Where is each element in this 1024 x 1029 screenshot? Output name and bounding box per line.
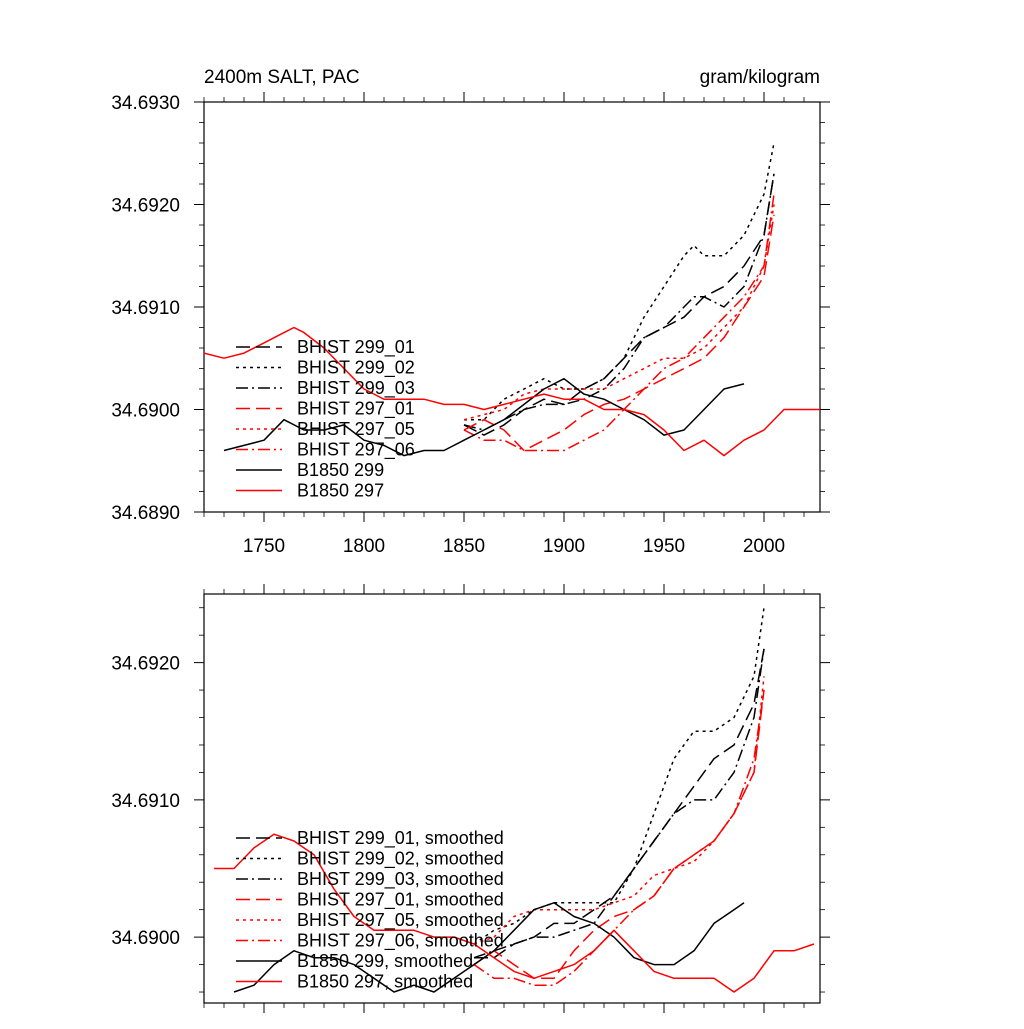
series-line-bhist-299-01 bbox=[463, 173, 775, 436]
y-tick-label: 34.6890 bbox=[111, 503, 180, 524]
series-line-bhist-299-02 bbox=[464, 142, 775, 421]
plot-frame bbox=[203, 593, 821, 1004]
series-line-b1850-297 bbox=[203, 326, 820, 457]
legend-entry-label: BHIST 297_05 bbox=[297, 419, 415, 440]
y-tick-label: 34.6900 bbox=[111, 401, 180, 422]
legend-entry-label: B1850 299 bbox=[297, 460, 384, 480]
y-tick-label: 34.6920 bbox=[111, 196, 180, 217]
legend-entry-label: B1850 297, smoothed bbox=[297, 972, 473, 992]
legend-entry-label: BHIST 297_05, smoothed bbox=[297, 910, 504, 931]
bottom-panel: 34.6900 34.6910 34.6920 BHIST 299_01, smoot… bbox=[111, 584, 830, 1013]
legend-entry-label: BHIST 299_02, smoothed bbox=[297, 849, 504, 870]
series-line-bhist-297-06-smoothed bbox=[473, 689, 765, 986]
series-line-bhist-297-05-smoothed bbox=[473, 676, 765, 945]
legend-entry-label: BHIST 299_01 bbox=[297, 337, 415, 358]
legend-entry-label: BHIST 299_02 bbox=[297, 358, 415, 379]
legend-entry-label: BHIST 297_06, smoothed bbox=[297, 931, 504, 952]
x-tick-label: 1800 bbox=[343, 536, 385, 557]
y-tick-label: 34.6920 bbox=[111, 654, 180, 675]
series-line-b1850-299 bbox=[223, 377, 745, 457]
legend-entry-label: B1850 299, smoothed bbox=[297, 951, 473, 971]
series-line-b1850-299-smoothed bbox=[233, 902, 745, 993]
y-tick-label: 34.6900 bbox=[111, 928, 180, 949]
chart-title: 2400m SALT, PAC bbox=[204, 67, 360, 88]
series-line-b1850-297-smoothed bbox=[214, 833, 815, 993]
x-tick-label: 1750 bbox=[243, 536, 285, 557]
series-line-bhist-299-03-smoothed bbox=[473, 648, 765, 959]
y-tick-label: 34.6930 bbox=[111, 93, 180, 114]
series-line-bhist-299-03 bbox=[463, 173, 775, 431]
series-line-bhist-299-02-smoothed bbox=[473, 607, 765, 945]
legend-entry-label: BHIST 297_06 bbox=[297, 440, 415, 461]
x-tick-label: 1850 bbox=[443, 536, 485, 557]
series-line-bhist-297-05 bbox=[463, 204, 775, 421]
x-tick-label: 1950 bbox=[643, 536, 685, 557]
series-line-bhist-297-01 bbox=[463, 214, 775, 452]
series-line-bhist-297-06 bbox=[463, 194, 775, 452]
top-panel: 1750 1800 1850 1900 1950 2000 34.6890 34.6900 34… bbox=[111, 92, 830, 557]
legend-entry-label: BHIST 299_01, smoothed bbox=[297, 828, 504, 849]
unit-label: gram/kilogram bbox=[700, 67, 820, 88]
y-tick-label: 34.6910 bbox=[111, 298, 180, 319]
series-line-bhist-299-01-smoothed bbox=[474, 648, 765, 959]
y-tick-label: 34.6910 bbox=[111, 791, 180, 812]
legend-entry-label: BHIST 297_01, smoothed bbox=[297, 890, 504, 911]
x-tick-label: 2000 bbox=[743, 536, 785, 557]
legend-entry-label: BHIST 297_01 bbox=[297, 399, 415, 420]
legend-entry-label: B1850 297 bbox=[297, 481, 384, 501]
x-tick-label: 1900 bbox=[543, 536, 585, 557]
legend-entry-label: BHIST 299_03 bbox=[297, 378, 415, 399]
legend-entry-label: BHIST 299_03, smoothed bbox=[297, 869, 504, 890]
